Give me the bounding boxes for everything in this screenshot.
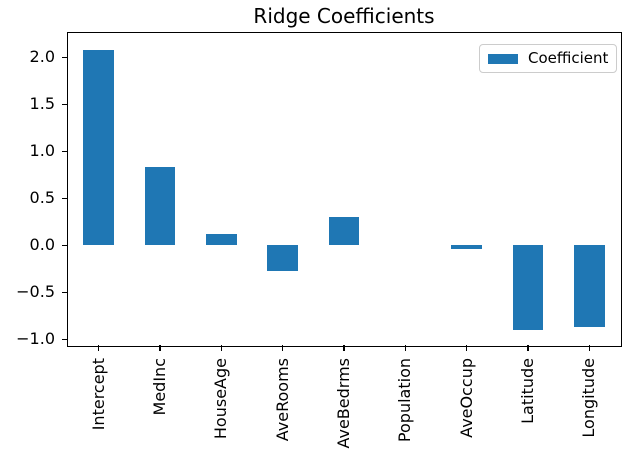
- x-tick-label-intercept: Intercept: [88, 358, 108, 431]
- y-tick-label: 0.0: [29, 235, 55, 255]
- y-tick: [62, 150, 68, 153]
- bar-avebedrms: [328, 217, 360, 246]
- bar-averooms: [267, 245, 298, 271]
- y-tick-label: 1.5: [29, 94, 55, 114]
- bar-longitude: [574, 245, 605, 328]
- x-tick: [588, 345, 591, 351]
- y-tick: [62, 244, 68, 247]
- x-tick-label-longitude: Longitude: [579, 358, 599, 438]
- x-tick: [527, 345, 529, 351]
- bar-latitude: [512, 245, 544, 330]
- y-tick: [62, 197, 68, 200]
- bar-medinc: [144, 167, 176, 246]
- y-tick: [62, 338, 68, 341]
- x-tick: [281, 345, 284, 351]
- y-tick: [62, 291, 68, 294]
- bar-houseage: [206, 234, 237, 246]
- legend-label: Coefficient: [528, 49, 609, 67]
- y-tick-label: 0.5: [29, 188, 55, 208]
- x-tick-label-aveoccup: AveOccup: [456, 358, 476, 438]
- y-tick-label: −0.5: [16, 282, 55, 302]
- chart-title: Ridge Coefficients: [253, 4, 435, 28]
- x-tick: [159, 345, 161, 351]
- x-tick: [343, 345, 345, 351]
- x-tick: [465, 345, 468, 351]
- x-tick-label-houseage: HouseAge: [211, 358, 231, 440]
- x-tick-label-averooms: AveRooms: [272, 358, 292, 442]
- y-tick: [62, 103, 68, 106]
- legend-swatch-coefficient: [488, 53, 518, 64]
- x-tick-label-latitude: Latitude: [518, 358, 537, 424]
- x-tick-label-medinc: MedInc: [150, 358, 169, 416]
- y-tick: [62, 56, 68, 59]
- x-tick-label-population: Population: [395, 358, 415, 443]
- x-tick-label-avebedrms: AveBedrms: [334, 358, 353, 449]
- legend: Coefficient: [479, 44, 618, 73]
- y-tick-label: −1.0: [16, 329, 55, 349]
- y-tick-label: 2.0: [29, 47, 55, 67]
- x-tick: [97, 345, 100, 351]
- x-tick: [220, 345, 223, 351]
- y-tick-label: 1.0: [29, 141, 55, 161]
- x-tick: [404, 345, 407, 351]
- bar-aveoccup: [451, 245, 482, 250]
- bar-intercept: [83, 49, 114, 246]
